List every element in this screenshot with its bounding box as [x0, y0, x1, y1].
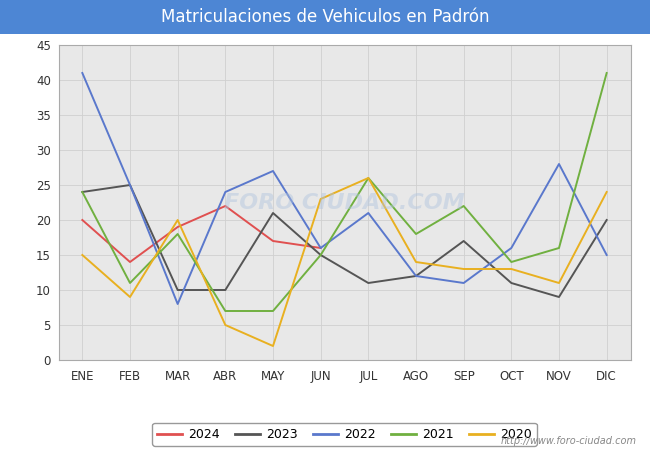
2022 — [79, 70, 86, 76]
2020 — [365, 176, 372, 181]
2023 — [222, 287, 229, 292]
2022 — [555, 161, 563, 166]
Line: 2022: 2022 — [83, 73, 606, 304]
2023 — [412, 273, 420, 279]
2022 — [460, 280, 467, 286]
2020 — [222, 322, 229, 328]
2020 — [460, 266, 467, 272]
2020 — [508, 266, 515, 272]
2021 — [555, 245, 563, 251]
2021 — [365, 176, 372, 181]
2020 — [603, 189, 610, 195]
2023 — [365, 280, 372, 286]
2024 — [317, 245, 324, 251]
2020 — [79, 252, 86, 258]
2021 — [508, 259, 515, 265]
2023 — [603, 217, 610, 223]
Line: 2023: 2023 — [83, 185, 606, 297]
2023 — [555, 294, 563, 300]
2024 — [174, 224, 181, 230]
Line: 2020: 2020 — [83, 178, 606, 346]
2023 — [79, 189, 86, 195]
2022 — [174, 302, 181, 307]
2022 — [508, 245, 515, 251]
2022 — [603, 252, 610, 258]
2023 — [508, 280, 515, 286]
2024 — [269, 238, 277, 244]
2022 — [412, 273, 420, 279]
2020 — [269, 343, 277, 349]
2024 — [79, 217, 86, 223]
2022 — [222, 189, 229, 195]
2022 — [126, 182, 134, 188]
2020 — [126, 294, 134, 300]
2021 — [460, 203, 467, 209]
2020 — [412, 259, 420, 265]
2022 — [269, 168, 277, 174]
2022 — [317, 245, 324, 251]
Line: 2024: 2024 — [83, 206, 320, 262]
2021 — [412, 231, 420, 237]
2023 — [317, 252, 324, 258]
2020 — [317, 196, 324, 202]
2021 — [603, 70, 610, 76]
2022 — [365, 210, 372, 216]
Legend: 2024, 2023, 2022, 2021, 2020: 2024, 2023, 2022, 2021, 2020 — [152, 423, 537, 446]
2024 — [222, 203, 229, 209]
2021 — [174, 231, 181, 237]
Text: FORO CIUDAD.COM: FORO CIUDAD.COM — [224, 193, 465, 212]
2021 — [317, 252, 324, 258]
2021 — [126, 280, 134, 286]
2021 — [222, 308, 229, 314]
2023 — [126, 182, 134, 188]
2023 — [269, 210, 277, 216]
2021 — [269, 308, 277, 314]
2024 — [126, 259, 134, 265]
Line: 2021: 2021 — [83, 73, 606, 311]
2020 — [174, 217, 181, 223]
2023 — [174, 287, 181, 292]
2021 — [79, 189, 86, 195]
2023 — [460, 238, 467, 244]
Text: Matriculaciones de Vehiculos en Padrón: Matriculaciones de Vehiculos en Padrón — [161, 8, 489, 26]
2020 — [555, 280, 563, 286]
Text: http://www.foro-ciudad.com: http://www.foro-ciudad.com — [501, 436, 637, 446]
